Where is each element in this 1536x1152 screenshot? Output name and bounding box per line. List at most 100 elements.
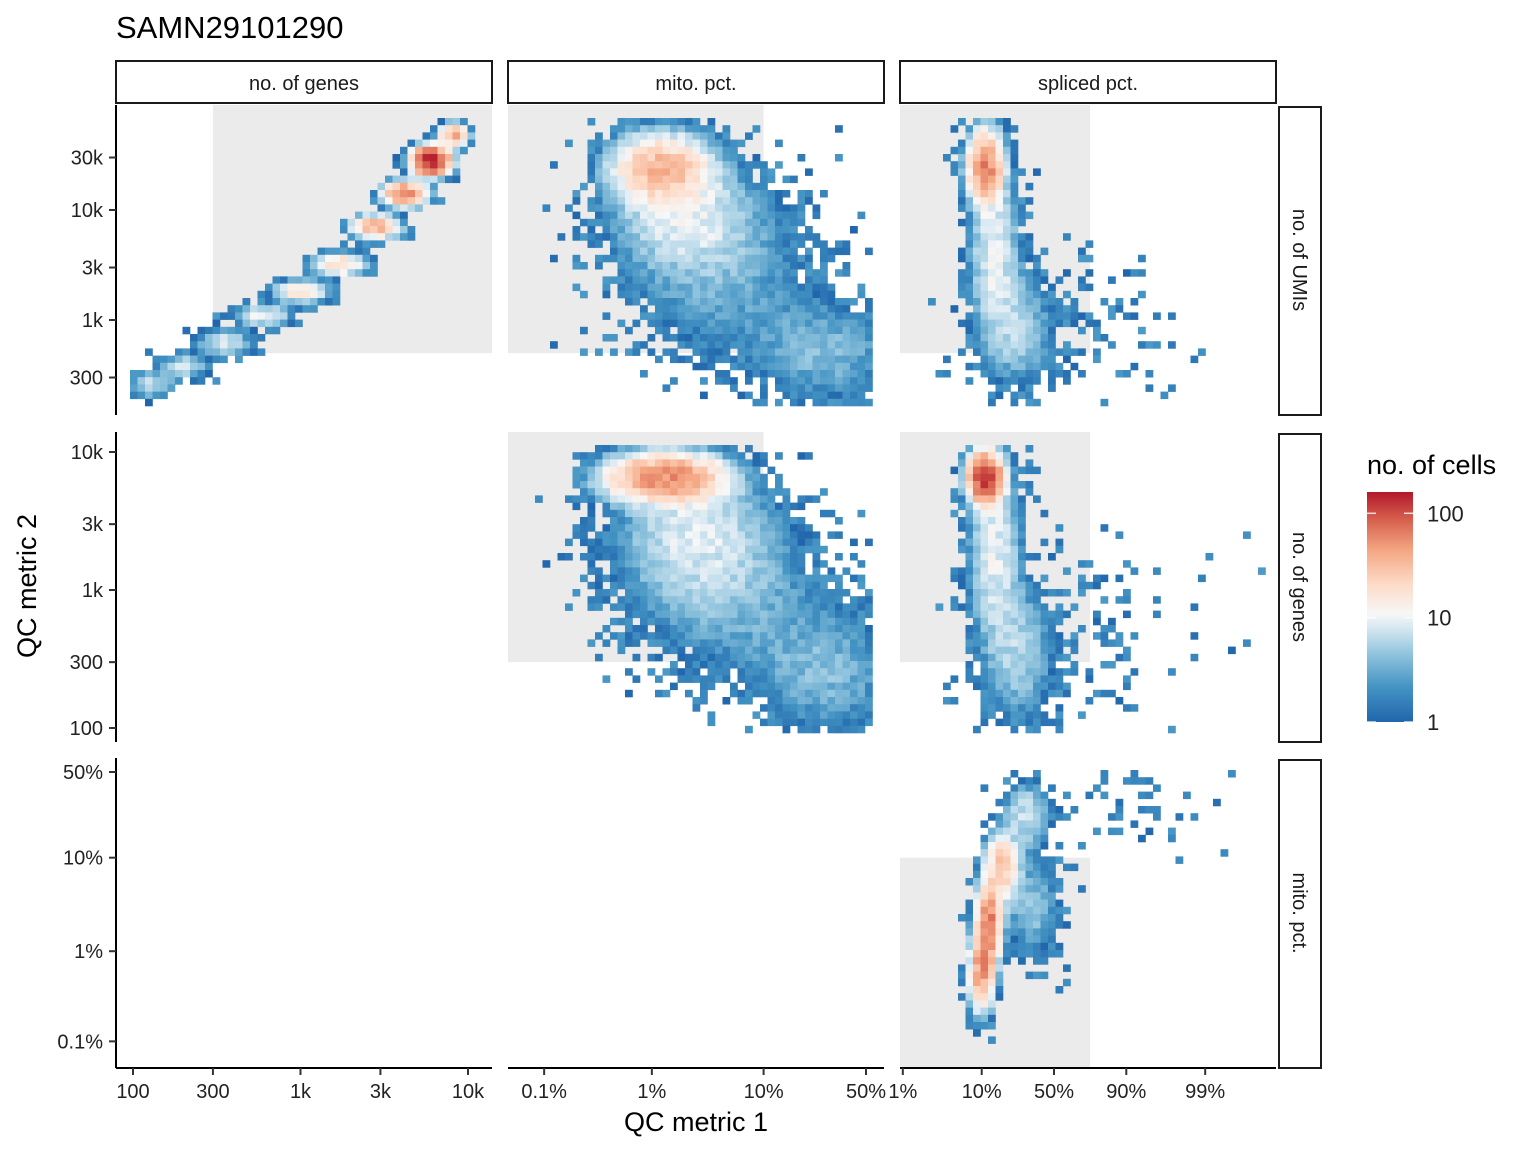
bin-tile (1108, 827, 1116, 836)
bin-tile (1018, 892, 1026, 900)
bin-tile (452, 132, 461, 140)
bin-tile (175, 362, 183, 371)
bin-tile (988, 971, 996, 980)
bin-tile (1100, 689, 1109, 698)
bin-tile (805, 190, 813, 198)
bin-tile (775, 398, 783, 407)
bin-tile (1055, 725, 1064, 734)
bin-tile (242, 348, 251, 356)
bin-tile (1048, 319, 1056, 328)
bin-tile (973, 161, 981, 169)
bin-tile (692, 276, 701, 284)
bin-tile (980, 1014, 989, 1023)
bin-tile (730, 168, 738, 176)
bin-tile (580, 473, 588, 482)
bin-tile (965, 161, 974, 169)
bin-tile (1040, 834, 1049, 843)
bin-tile (670, 668, 678, 676)
bin-tile (1033, 370, 1041, 378)
bin-tile (655, 581, 663, 590)
bin-tile (1025, 798, 1034, 807)
bin-tile (625, 132, 633, 140)
bin-tile (647, 254, 656, 263)
bin-tile (767, 312, 776, 320)
bin-tile (835, 125, 843, 133)
bin-tile (767, 218, 776, 227)
bin-tile (782, 254, 791, 263)
bin-tile (865, 668, 873, 676)
bin-tile (220, 341, 228, 349)
bin-tile (692, 348, 701, 356)
bin-tile (220, 348, 228, 356)
bin-tile (1025, 704, 1034, 712)
bin-tile (610, 125, 618, 133)
bin-tile (625, 517, 633, 525)
bin-tile (625, 610, 633, 619)
bin-tile (842, 348, 851, 356)
bin-tile (362, 233, 371, 241)
bin-tile (730, 445, 738, 453)
bin-tile (973, 495, 981, 503)
bin-tile (1025, 878, 1034, 886)
bin-tile (1010, 161, 1019, 169)
bin-tile (692, 495, 701, 503)
bin-tile (662, 574, 671, 583)
bin-tile (995, 488, 1004, 496)
bin-tile (692, 524, 701, 532)
bin-tile (958, 488, 966, 496)
bin-tile (190, 355, 198, 364)
bin-tile (1078, 370, 1086, 378)
bin-tile (205, 326, 213, 335)
bin-tile (707, 283, 716, 292)
bin-tile (272, 298, 281, 306)
bin-tile (782, 617, 791, 626)
bin-tile (625, 538, 633, 547)
bin-tile (595, 218, 603, 227)
bin-tile (775, 348, 783, 356)
bin-tile (632, 545, 641, 554)
bin-tile (1055, 921, 1064, 929)
bin-tile (640, 290, 648, 299)
bin-tile (988, 653, 996, 662)
bin-tile (707, 538, 716, 547)
bin-tile (1010, 863, 1019, 872)
bin-tile (707, 362, 716, 371)
bin-tile (730, 466, 738, 475)
bin-tile (995, 326, 1004, 335)
bin-tile (685, 276, 693, 284)
bin-tile (958, 182, 966, 191)
bin-tile (782, 226, 791, 234)
bin-tile (707, 319, 716, 328)
bin-tile (752, 247, 761, 256)
bin-tile (700, 567, 708, 575)
bin-tile (347, 262, 356, 270)
bin-tile (943, 697, 951, 705)
bin-tile (790, 524, 798, 532)
bin-tile (988, 978, 996, 987)
bin-tile (1048, 617, 1056, 626)
bin-tile (677, 495, 686, 503)
bin-tile (617, 175, 626, 184)
bin-tile (995, 262, 1004, 270)
bin-tile (1100, 661, 1109, 669)
bin-tile (745, 661, 753, 669)
bin-tile (700, 524, 708, 532)
bin-tile (752, 711, 761, 719)
bin-tile (617, 553, 626, 561)
bin-tile (980, 233, 989, 241)
bin-tile (973, 305, 981, 313)
bin-tile (415, 182, 423, 191)
bin-tile (782, 545, 791, 554)
bin-tile (857, 326, 866, 335)
bin-tile (775, 362, 783, 371)
bin-tile (965, 603, 974, 611)
bin-tile (205, 355, 213, 364)
bin-tile (670, 481, 678, 489)
bin-tile (617, 276, 626, 284)
bin-tile (595, 574, 603, 583)
bin-tile (1033, 806, 1041, 814)
bin-tile (767, 718, 776, 727)
bin-tile (670, 334, 678, 342)
bin-tile (602, 204, 611, 212)
bin-tile (715, 290, 723, 299)
